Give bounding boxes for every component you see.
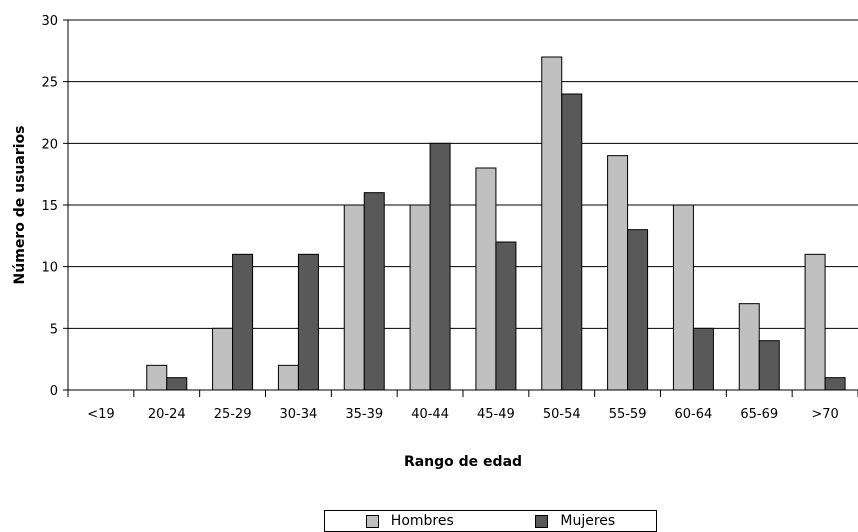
bar-hombres <box>738 303 760 391</box>
x-tick-label: 25-29 <box>214 407 252 422</box>
legend-label-mujeres: Mujeres <box>560 513 616 529</box>
y-axis-title: Número de usuarios <box>12 126 28 285</box>
bar-mujeres <box>692 327 714 391</box>
x-tick-label: 65-69 <box>740 407 778 422</box>
bar-mujeres <box>297 253 319 391</box>
x-tick-label: 50-54 <box>543 407 581 422</box>
x-axis-title: Rango de edad <box>404 454 522 470</box>
x-tick-labels: <19 20-24 25-29 30-34 35-39 40-44 45-49 50-54 55… <box>87 407 839 422</box>
bar-hombres <box>804 253 826 391</box>
x-tick-label: 60-64 <box>675 407 713 422</box>
bar-mujeres <box>166 377 188 391</box>
bar-mujeres <box>495 241 517 391</box>
x-tick-label: 20-24 <box>148 407 186 422</box>
bar-hombres <box>212 327 234 391</box>
x-tick-label: 30-34 <box>280 407 318 422</box>
bar-mujeres <box>429 142 451 391</box>
x-tick-label: >70 <box>811 407 838 422</box>
x-tick-label: 40-44 <box>411 407 449 422</box>
bar-mujeres <box>627 229 649 391</box>
bar-mujeres <box>363 192 385 391</box>
gridlines <box>68 19 858 329</box>
x-tick-label: 35-39 <box>345 407 383 422</box>
bar-hombres <box>475 167 497 391</box>
bar-hombres <box>541 56 563 391</box>
x-tick-label: <19 <box>87 407 114 422</box>
y-tick-label: 0 <box>50 384 58 399</box>
legend-swatch-hombres <box>365 514 379 528</box>
y-tick-labels: 0 5 10 15 20 25 30 <box>41 14 58 399</box>
bar-chart: 0 5 10 15 20 25 30 <19 20-24 25-29 30-34 35-39 40-4… <box>12 14 858 470</box>
y-tick-label: 25 <box>41 76 58 91</box>
y-tick-label: 20 <box>41 137 58 152</box>
x-tick-label: 45-49 <box>477 407 515 422</box>
bar-hombres <box>343 204 365 391</box>
bar-mujeres <box>232 253 254 391</box>
y-tick-label: 30 <box>41 14 58 29</box>
bar-hombres <box>146 364 168 391</box>
bar-mujeres <box>758 340 780 391</box>
y-tick-label: 15 <box>41 199 58 214</box>
bar-mujeres <box>561 93 583 391</box>
bar-hombres <box>409 204 431 391</box>
y-tick-label: 10 <box>41 261 58 276</box>
legend-label-hombres: Hombres <box>390 513 454 529</box>
bars <box>146 56 846 391</box>
legend-swatch-mujeres <box>535 514 549 528</box>
bar-hombres <box>277 364 299 391</box>
axes <box>63 19 858 397</box>
bar-hombres <box>607 155 629 391</box>
legend-item-mujeres: Mujeres <box>535 513 615 529</box>
legend: Hombres Mujeres <box>324 510 657 532</box>
bar-mujeres <box>824 377 846 391</box>
x-tick-label: 55-59 <box>609 407 647 422</box>
bar-hombres <box>672 204 694 391</box>
legend-item-hombres: Hombres <box>365 513 454 529</box>
y-tick-label: 5 <box>50 322 58 337</box>
